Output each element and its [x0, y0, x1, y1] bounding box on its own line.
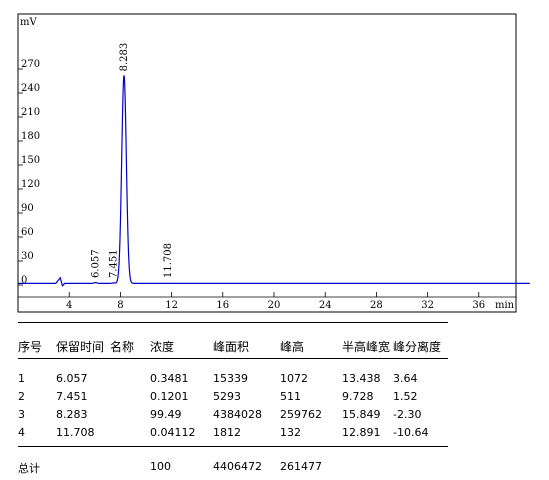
y-tick-label: 240	[21, 83, 40, 94]
chromatogram-trace	[18, 75, 530, 287]
cell-retention-time: 8.283	[56, 408, 88, 421]
y-tick-label: 30	[21, 251, 34, 262]
cell-half-width: 9.728	[342, 390, 374, 403]
header-half-width: 半高峰宽	[342, 340, 391, 354]
cell-resolution: -2.30	[393, 408, 422, 421]
cell-resolution: 1.52	[393, 390, 418, 403]
table-top-rule	[18, 322, 448, 323]
total-rule	[18, 446, 448, 447]
cell-half-width: 15.849	[342, 408, 381, 421]
cell-half-width: 13.438	[342, 372, 381, 385]
y-tick-label: 0	[21, 275, 27, 286]
x-tick-label: 20	[268, 300, 281, 311]
y-axis-ticks: 0 30 60 90 120 150 180 210 240 270	[18, 59, 40, 286]
peak-label: 8.283	[119, 43, 130, 72]
cell-resolution: 3.64	[393, 372, 418, 385]
cell-half-width: 12.891	[342, 426, 381, 439]
cell-peak-area: 5293	[213, 390, 241, 403]
cell-concentration: 0.04112	[150, 426, 196, 439]
plot-frame	[17, 13, 517, 313]
x-tick-label: 24	[319, 300, 332, 311]
cell-index: 3	[18, 408, 25, 421]
x-tick-label: 16	[216, 300, 229, 311]
cell-index: 1	[18, 372, 25, 385]
table-row: 2 7.451 0.1201 5293 511 9.728 1.52	[18, 390, 448, 404]
peak-label: 7.451	[108, 249, 119, 278]
y-tick-label: 120	[21, 179, 40, 190]
cell-concentration: 99.49	[150, 408, 182, 421]
table-header-row: 序号 保留时间 名称 浓度 峰面积 峰高 半高峰宽 峰分离度	[18, 338, 448, 354]
header-retention-time: 保留时间	[56, 340, 105, 354]
table-row: 1 6.057 0.3481 15339 1072 13.438 3.64	[18, 372, 448, 386]
peak-label: 6.057	[91, 249, 102, 278]
cell-retention-time: 7.451	[56, 390, 88, 403]
x-tick-label: 8	[117, 300, 123, 311]
total-concentration: 100	[150, 460, 171, 473]
total-peak-height: 261477	[280, 460, 322, 473]
table-row: 4 11.708 0.04112 1812 132 12.891 -10.64	[18, 426, 448, 440]
header-peak-height: 峰高	[280, 340, 305, 354]
table-row: 3 8.283 99.49 4384028 259762 15.849 -2.3…	[18, 408, 448, 422]
cell-concentration: 0.1201	[150, 390, 189, 403]
header-concentration: 浓度	[150, 340, 175, 354]
y-tick-label: 90	[21, 203, 34, 214]
y-tick-label: 210	[21, 107, 40, 118]
cell-index: 2	[18, 390, 25, 403]
peak-labels: 6.057 7.451 8.283 11.708	[91, 43, 174, 278]
header-rule	[18, 358, 448, 359]
x-tick-label: 4	[66, 300, 72, 311]
y-unit-label: mV	[20, 17, 37, 28]
y-tick-label: 180	[21, 131, 40, 142]
cell-peak-area: 4384028	[213, 408, 262, 421]
cell-peak-height: 259762	[280, 408, 322, 421]
y-tick-label: 270	[21, 59, 40, 70]
x-unit-label: min	[495, 300, 515, 311]
x-tick-label: 32	[421, 300, 434, 311]
cell-concentration: 0.3481	[150, 372, 189, 385]
total-label: 总计	[18, 462, 40, 475]
cell-peak-height: 1072	[280, 372, 308, 385]
header-name: 名称	[110, 340, 135, 354]
cell-peak-height: 132	[280, 426, 301, 439]
x-tick-label: 12	[165, 300, 178, 311]
header-resolution: 峰分离度	[393, 340, 442, 354]
x-tick-label: 36	[472, 300, 485, 311]
x-axis-ticks: 4 8 12 16 20 24 28 32 36	[66, 292, 485, 311]
header-index: 序号	[18, 340, 43, 354]
y-tick-label: 150	[21, 155, 40, 166]
x-tick-label: 28	[370, 300, 383, 311]
cell-peak-height: 511	[280, 390, 301, 403]
table-total-row: 总计 100 4406472 261477	[18, 460, 448, 475]
cell-peak-area: 15339	[213, 372, 248, 385]
cell-resolution: -10.64	[393, 426, 429, 439]
cell-peak-area: 1812	[213, 426, 241, 439]
chromatogram-chart: 0 30 60 90 120 150 180 210 240 270 4 8 12 16 20 24 28 32…	[17, 13, 530, 313]
cell-retention-time: 6.057	[56, 372, 88, 385]
peak-label: 11.708	[163, 243, 174, 278]
total-peak-area: 4406472	[213, 460, 262, 473]
cell-index: 4	[18, 426, 25, 439]
y-tick-label: 60	[21, 227, 34, 238]
header-peak-area: 峰面积	[213, 340, 250, 354]
cell-retention-time: 11.708	[56, 426, 95, 439]
